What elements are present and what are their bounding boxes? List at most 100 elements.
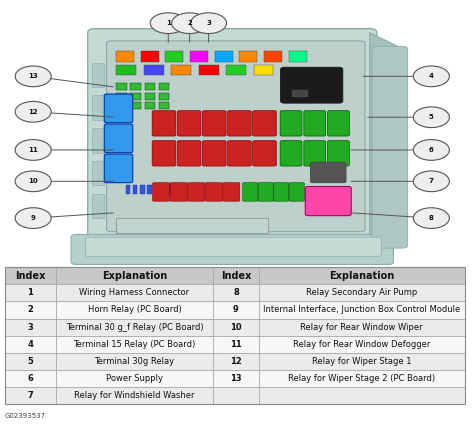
Bar: [239, 51, 257, 62]
Circle shape: [15, 101, 51, 122]
FancyBboxPatch shape: [104, 154, 133, 183]
Bar: [116, 218, 268, 233]
Circle shape: [15, 208, 51, 228]
Text: 8: 8: [233, 288, 239, 297]
Bar: [5, 267, 56, 284]
Bar: [213, 336, 259, 353]
FancyBboxPatch shape: [328, 111, 349, 136]
FancyBboxPatch shape: [253, 111, 276, 136]
Circle shape: [413, 66, 449, 87]
Bar: [161, 185, 166, 193]
Bar: [56, 319, 213, 336]
Bar: [154, 185, 159, 193]
Bar: [145, 93, 155, 100]
Text: Terminal 30 g_f Relay (PC Board): Terminal 30 g_f Relay (PC Board): [66, 322, 203, 331]
Bar: [213, 267, 259, 284]
Text: 6: 6: [27, 374, 33, 383]
FancyBboxPatch shape: [228, 111, 251, 136]
Polygon shape: [370, 33, 398, 251]
Text: 4: 4: [429, 73, 434, 79]
FancyBboxPatch shape: [243, 183, 258, 201]
FancyBboxPatch shape: [202, 141, 226, 166]
FancyBboxPatch shape: [177, 111, 201, 136]
Text: Relay Secondary Air Pump: Relay Secondary Air Pump: [306, 288, 418, 297]
Text: Explanation: Explanation: [329, 271, 394, 281]
FancyBboxPatch shape: [280, 111, 302, 136]
Bar: [5, 302, 56, 319]
FancyBboxPatch shape: [281, 67, 343, 103]
FancyBboxPatch shape: [104, 124, 133, 153]
FancyBboxPatch shape: [273, 183, 289, 201]
Text: 7: 7: [429, 178, 434, 184]
Bar: [116, 102, 127, 109]
Bar: [147, 185, 152, 193]
Bar: [116, 83, 127, 90]
Bar: [213, 302, 259, 319]
Bar: [159, 93, 169, 100]
FancyBboxPatch shape: [170, 183, 187, 201]
Text: 6: 6: [429, 147, 434, 153]
Text: 11: 11: [28, 147, 38, 153]
Text: Relay for Rear Window Defogger: Relay for Rear Window Defogger: [293, 340, 430, 349]
Text: 7: 7: [27, 391, 33, 400]
Text: 5: 5: [27, 357, 33, 366]
Bar: [116, 51, 134, 62]
FancyBboxPatch shape: [85, 237, 382, 256]
FancyBboxPatch shape: [328, 141, 349, 166]
Bar: [199, 65, 219, 75]
Bar: [56, 284, 213, 302]
Text: Index: Index: [221, 271, 251, 281]
Bar: [213, 319, 259, 336]
Text: 4: 4: [27, 340, 33, 349]
Text: Relay for Wiper Stage 2 (PC Board): Relay for Wiper Stage 2 (PC Board): [288, 374, 435, 383]
Bar: [56, 370, 213, 387]
Bar: [159, 83, 169, 90]
Bar: [92, 161, 104, 185]
Bar: [5, 370, 56, 387]
Text: Wiring Harness Connector: Wiring Harness Connector: [80, 288, 190, 297]
Text: Terminal 30g Relay: Terminal 30g Relay: [94, 357, 174, 366]
FancyBboxPatch shape: [258, 183, 273, 201]
Bar: [56, 353, 213, 370]
Bar: [254, 65, 273, 75]
FancyBboxPatch shape: [177, 141, 201, 166]
Bar: [165, 51, 183, 62]
Text: 10: 10: [28, 178, 38, 184]
Bar: [5, 387, 56, 404]
Bar: [5, 267, 465, 404]
Bar: [92, 193, 104, 218]
Bar: [213, 353, 259, 370]
FancyBboxPatch shape: [289, 183, 304, 201]
Circle shape: [150, 13, 186, 34]
Bar: [92, 63, 104, 87]
Text: 5: 5: [429, 114, 434, 120]
FancyBboxPatch shape: [253, 141, 276, 166]
Circle shape: [15, 66, 51, 87]
Text: 13: 13: [28, 73, 38, 79]
Bar: [5, 336, 56, 353]
Bar: [159, 102, 169, 109]
Bar: [259, 353, 465, 370]
FancyBboxPatch shape: [152, 111, 176, 136]
Bar: [56, 302, 213, 319]
Bar: [168, 185, 173, 193]
Text: Internal Interface, Junction Box Control Module: Internal Interface, Junction Box Control…: [263, 305, 460, 314]
Bar: [130, 102, 141, 109]
Bar: [130, 83, 141, 90]
Text: Power Supply: Power Supply: [106, 374, 163, 383]
Text: Terminal 15 Relay (PC Board): Terminal 15 Relay (PC Board): [73, 340, 196, 349]
Text: 2: 2: [187, 20, 192, 26]
Bar: [213, 370, 259, 387]
Text: Explanation: Explanation: [102, 271, 167, 281]
Text: 3: 3: [27, 322, 33, 331]
Bar: [264, 51, 282, 62]
Bar: [126, 185, 130, 193]
Bar: [289, 51, 307, 62]
Text: G02393537: G02393537: [5, 413, 46, 419]
Bar: [213, 387, 259, 404]
Text: Index: Index: [15, 271, 46, 281]
Circle shape: [191, 13, 227, 34]
Bar: [259, 284, 465, 302]
Text: 12: 12: [230, 357, 242, 366]
Text: 8: 8: [429, 215, 434, 221]
